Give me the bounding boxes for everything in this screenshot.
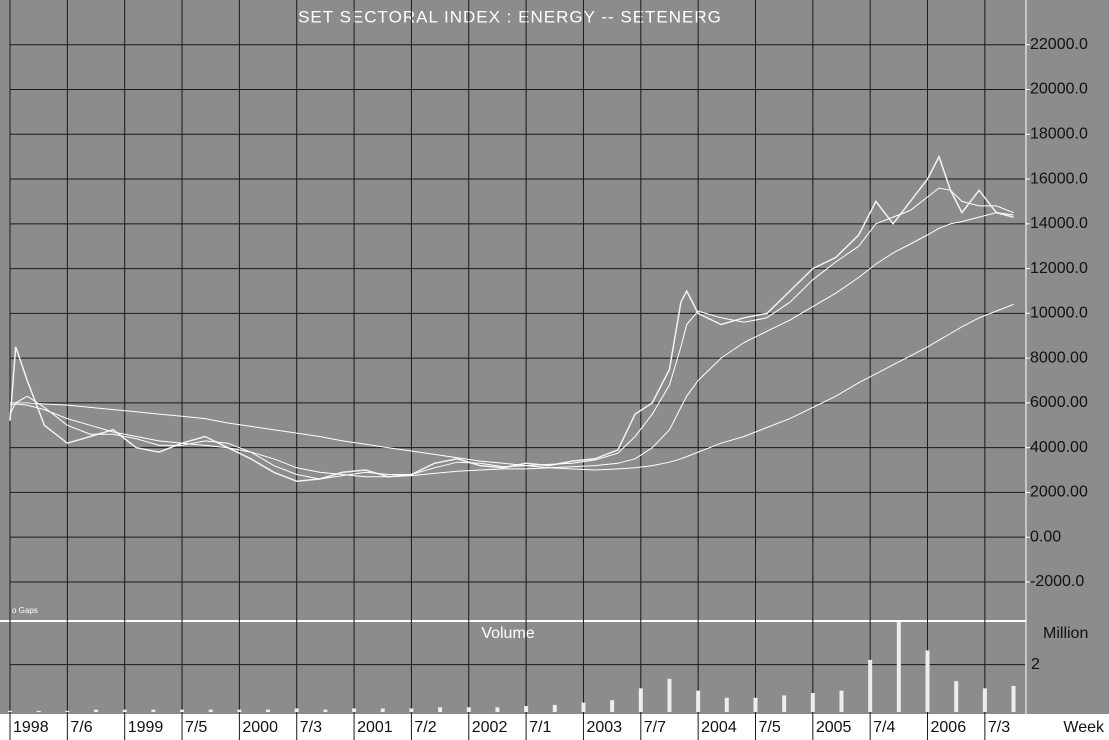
volume-bar	[237, 709, 242, 712]
y-tick-label: 20000.0	[1030, 81, 1088, 98]
x-tick-label: 2000	[242, 719, 278, 736]
moving-average	[9, 212, 1014, 478]
x-tick-label: 2006	[931, 719, 967, 736]
volume-bar	[782, 695, 787, 712]
volume-bar	[495, 707, 500, 712]
x-axis-strip	[0, 714, 1109, 740]
volume-bar	[724, 697, 729, 712]
chart-title: SET SECTORAL INDEX : ENERGY -- SETENERG	[298, 7, 722, 26]
x-tick-label: 1999	[128, 719, 164, 736]
volume-bar	[122, 709, 127, 712]
volume-bar	[552, 704, 557, 712]
y-tick-label: 8000.00	[1030, 349, 1088, 366]
y-tick-label: 14000.0	[1030, 215, 1088, 232]
volume-bar	[610, 700, 615, 712]
x-tick-label: 1998	[13, 719, 49, 736]
y-tick-label: 22000.0	[1030, 36, 1088, 53]
volume-bar	[1011, 685, 1016, 712]
y-tick-label: 4000.00	[1030, 439, 1088, 456]
volume-bar	[753, 697, 758, 712]
volume-bar	[380, 708, 385, 712]
volume-bar	[696, 690, 701, 712]
x-axis-label: Week	[1063, 719, 1105, 736]
moving-average	[10, 303, 1014, 471]
volume-bar	[925, 650, 930, 712]
volume-bar	[667, 678, 672, 712]
volume-bar	[868, 659, 873, 712]
x-tick-label: 2003	[586, 719, 622, 736]
y-tick-label: 2000.00	[1030, 484, 1088, 501]
volume-bar	[438, 707, 443, 712]
volume-bar	[8, 710, 12, 712]
x-tick-label: 2001	[357, 719, 393, 736]
x-tick-label: 7/3	[300, 719, 322, 736]
annotation: o Gaps	[12, 606, 38, 615]
volume-bar	[524, 706, 529, 712]
x-tick-label: 7/5	[185, 719, 207, 736]
x-tick-label: 2005	[816, 719, 852, 736]
volume-bar	[294, 708, 299, 712]
x-tick-label: 2004	[701, 719, 737, 736]
volume-bar	[896, 622, 901, 712]
volume-bar	[982, 688, 987, 712]
volume-bar	[180, 709, 185, 712]
volume-bar	[266, 709, 271, 712]
x-tick-label: 7/2	[414, 719, 436, 736]
y-tick-label: 18000.0	[1030, 126, 1088, 143]
x-tick-label: 7/7	[644, 719, 666, 736]
y-tick-label: 6000.00	[1030, 394, 1088, 411]
volume-axis-label: Million	[1043, 625, 1088, 642]
volume-bar	[208, 709, 213, 712]
y-tick-label: 16000.0	[1030, 170, 1088, 187]
moving-average	[9, 187, 1014, 480]
x-tick-label: 7/5	[758, 719, 780, 736]
y-tick-label: 10000.0	[1030, 305, 1088, 322]
volume-bar	[839, 690, 844, 712]
x-tick-label: 2002	[472, 719, 508, 736]
x-tick-label: 7/1	[529, 719, 551, 736]
volume-bar	[151, 709, 156, 712]
x-tick-label: 7/3	[988, 719, 1010, 736]
volume-bar	[409, 708, 414, 712]
y-tick-label: 0.00	[1030, 528, 1061, 545]
volume-bar	[36, 710, 41, 712]
volume-bar	[638, 688, 643, 712]
volume-title: Volume	[481, 625, 534, 642]
x-tick-label: 7/4	[873, 719, 895, 736]
volume-bar	[94, 709, 99, 712]
volume-bar	[810, 693, 815, 712]
y-tick-label: 2	[1031, 656, 1040, 673]
x-tick-label: 7/6	[70, 719, 92, 736]
y-tick-label: -2000.0	[1030, 573, 1084, 590]
volume-bar	[954, 681, 959, 712]
volume-bar	[466, 707, 471, 712]
volume-bar	[65, 710, 70, 712]
y-tick-label: 12000.0	[1030, 260, 1088, 277]
volume-bar	[581, 702, 586, 712]
volume-bar	[323, 709, 328, 712]
volume-bar	[352, 708, 357, 712]
